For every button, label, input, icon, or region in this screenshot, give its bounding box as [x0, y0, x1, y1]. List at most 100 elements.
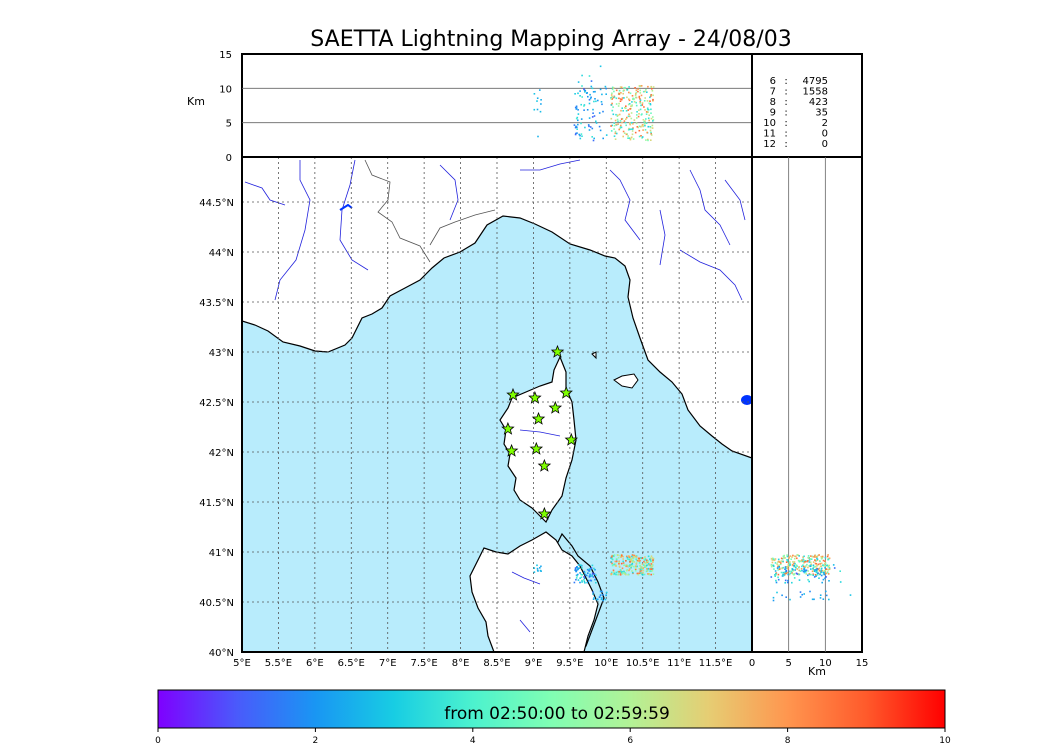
source-dot-plan: [592, 591, 594, 593]
source-dot-lat-alt: [791, 572, 793, 574]
source-dot-lat-alt: [798, 566, 800, 569]
source-dot-plan: [651, 568, 653, 570]
source-dot-plan: [638, 560, 640, 562]
source-dot-lon-alt: [581, 135, 583, 137]
source-dot-lat-alt: [798, 566, 800, 568]
source-dot-lon-alt: [623, 132, 626, 134]
source-dot-lat-alt: [818, 567, 821, 569]
source-dot-lon-alt: [621, 97, 624, 99]
source-dot-lat-alt: [823, 570, 826, 572]
source-dot-lat-alt: [809, 561, 812, 563]
source-dot-lat-alt: [778, 564, 780, 566]
count-value: 1558: [803, 87, 828, 98]
source-dot-lat-alt: [828, 598, 830, 601]
source-dot-plan: [621, 554, 623, 557]
source-dot-lat-alt: [810, 558, 813, 560]
source-dot-lat-alt: [823, 573, 826, 576]
source-dot-plan: [588, 576, 591, 578]
source-dot-lon-alt: [595, 100, 597, 103]
source-dot-lon-alt: [588, 102, 591, 105]
source-dot-plan: [601, 590, 603, 593]
source-dot-lat-alt: [810, 555, 812, 557]
source-dot-lat-alt: [803, 562, 805, 564]
source-dot-lon-alt: [639, 98, 641, 100]
source-dot-lat-alt: [777, 569, 779, 571]
source-dot-lon-alt: [577, 109, 579, 111]
source-dot-lat-alt: [815, 563, 818, 565]
source-dot-lat-alt: [822, 571, 824, 574]
source-dot-lon-alt: [633, 119, 636, 121]
source-dot-lon-alt: [624, 106, 626, 109]
source-dot-plan: [581, 579, 583, 582]
source-dot-lon-alt: [620, 118, 623, 120]
source-dot-lat-alt: [782, 571, 785, 574]
source-dot-lon-alt: [600, 101, 603, 103]
source-dot-plan: [629, 559, 632, 561]
colorbar-gradient: [157, 689, 946, 729]
source-dot-plan: [620, 556, 622, 558]
chart-title: SAETTA Lightning Mapping Array - 24/08/0…: [310, 27, 791, 52]
source-dot-lon-alt: [579, 134, 581, 137]
source-dot-lat-alt: [786, 581, 789, 584]
source-dot-lon-alt: [620, 124, 622, 127]
source-dot-lon-alt: [638, 95, 641, 98]
source-dot-lat-alt: [824, 565, 826, 567]
source-dot-lon-alt: [591, 87, 594, 90]
source-dot-lon-alt: [613, 90, 615, 93]
source-dot-lat-alt: [849, 594, 852, 596]
source-dot-lat-alt: [803, 555, 805, 558]
source-dot-lat-alt: [815, 569, 818, 572]
source-dot-lat-alt: [793, 565, 795, 568]
source-dot-lon-alt: [650, 133, 652, 135]
source-dot-lon-alt: [625, 107, 627, 109]
count-value: 423: [809, 97, 828, 108]
source-dot-plan: [610, 573, 613, 575]
right-x-tick-labels: 0 5 10 15: [749, 658, 869, 669]
source-dot-plan: [615, 560, 618, 563]
lake-geneva: [339, 203, 353, 211]
source-dot-lat-alt: [789, 572, 792, 575]
lightning-sources-plan: [533, 554, 655, 602]
source-dot-plan: [638, 562, 641, 564]
source-dot-plan: [617, 571, 620, 574]
source-dot-lat-alt: [816, 574, 819, 576]
source-dot-plan: [646, 561, 648, 563]
source-dot-lon-alt: [625, 118, 627, 120]
source-dot-lon-alt: [588, 129, 591, 131]
source-dot-lat-alt: [803, 571, 806, 574]
source-dot-lat-alt: [816, 555, 818, 558]
source-dot-lat-alt: [796, 568, 798, 570]
map-x-tick: 8°E: [452, 658, 470, 669]
source-dot-lat-alt: [791, 581, 793, 584]
source-dot-lon-alt: [615, 97, 618, 100]
source-dot-lat-alt: [818, 577, 820, 579]
source-dot-plan: [631, 571, 634, 574]
source-dot-lon-alt: [650, 85, 652, 88]
source-dot-lat-alt: [785, 572, 787, 575]
source-dot-lat-alt: [820, 555, 822, 558]
source-dot-lon-alt: [623, 120, 626, 122]
source-dot-lat-alt: [783, 554, 785, 557]
source-dot-lat-alt: [777, 558, 780, 561]
source-dot-lat-alt: [800, 568, 803, 570]
source-dot-plan: [590, 567, 593, 569]
source-dot-lon-alt: [650, 139, 652, 141]
source-dot-plan: [583, 579, 585, 581]
source-dot-plan: [620, 562, 623, 565]
source-dot-lon-alt: [577, 92, 579, 95]
source-dot-lat-alt: [825, 572, 827, 575]
source-dot-plan: [619, 570, 622, 573]
source-dot-lat-alt: [815, 575, 817, 577]
source-dot-lat-alt: [774, 575, 776, 577]
source-dot-lat-alt: [773, 568, 775, 570]
source-dot-plan: [617, 554, 619, 556]
source-dot-lat-alt: [806, 563, 808, 566]
source-dot-plan: [635, 555, 638, 558]
source-dot-lon-alt: [601, 103, 603, 106]
source-dot-lon-alt: [595, 120, 597, 123]
source-dot-lon-alt: [593, 137, 595, 140]
map-y-tick: 44.5°N: [199, 198, 234, 209]
source-dot-lat-alt: [819, 594, 822, 596]
source-dot-plan: [625, 560, 627, 562]
source-dot-plan: [599, 590, 602, 593]
